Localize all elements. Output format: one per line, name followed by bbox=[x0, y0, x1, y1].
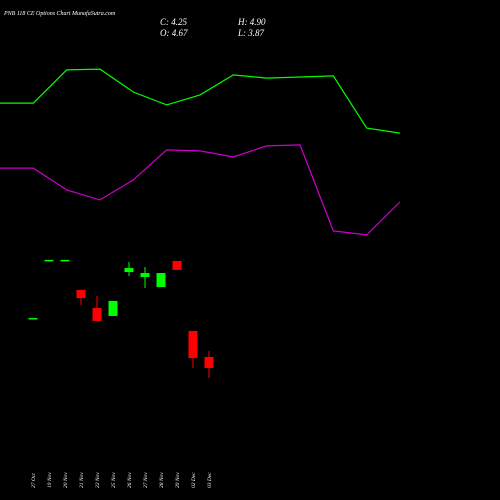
x-tick-label: 28 Nov bbox=[159, 472, 165, 488]
x-tick-label: 29 Nov bbox=[175, 472, 181, 488]
candle-body bbox=[108, 300, 118, 316]
x-tick-label: 25 Nov bbox=[111, 472, 117, 488]
candle-body bbox=[44, 259, 54, 262]
x-tick-label: 03 Dec bbox=[207, 472, 213, 488]
candle-body bbox=[188, 330, 198, 359]
low-label: L: 3.87 bbox=[237, 28, 265, 38]
chart-title: PNB 118 CE Options Chart MunafaSutra.com bbox=[3, 10, 116, 17]
candle-body bbox=[76, 289, 86, 299]
candle-body bbox=[92, 308, 102, 321]
x-tick-label: 26 Nov bbox=[127, 472, 133, 488]
close-label: C: 4.25 bbox=[160, 17, 188, 27]
candle-body bbox=[156, 273, 166, 287]
open-label: O: 4.67 bbox=[160, 28, 188, 38]
indicator-line bbox=[0, 68, 401, 134]
candle-body bbox=[140, 273, 150, 277]
x-tick-label: 21 Nov bbox=[79, 472, 85, 488]
candle-body bbox=[204, 357, 214, 369]
candle-body bbox=[172, 260, 182, 270]
high-label: H: 4.90 bbox=[237, 17, 266, 27]
indicator-line bbox=[0, 144, 401, 236]
x-tick-label: 20 Nov bbox=[63, 472, 69, 488]
x-tick-label: 27 Nov bbox=[143, 472, 149, 488]
x-tick-label: 22 Nov bbox=[95, 472, 101, 488]
candle-body bbox=[124, 268, 134, 272]
candle-body bbox=[28, 318, 38, 320]
x-tick-label: 19 Nov bbox=[47, 472, 53, 488]
x-tick-label: 27 Oct bbox=[31, 473, 37, 488]
candle-body bbox=[60, 259, 70, 262]
x-tick-label: 02 Dec bbox=[191, 472, 197, 488]
